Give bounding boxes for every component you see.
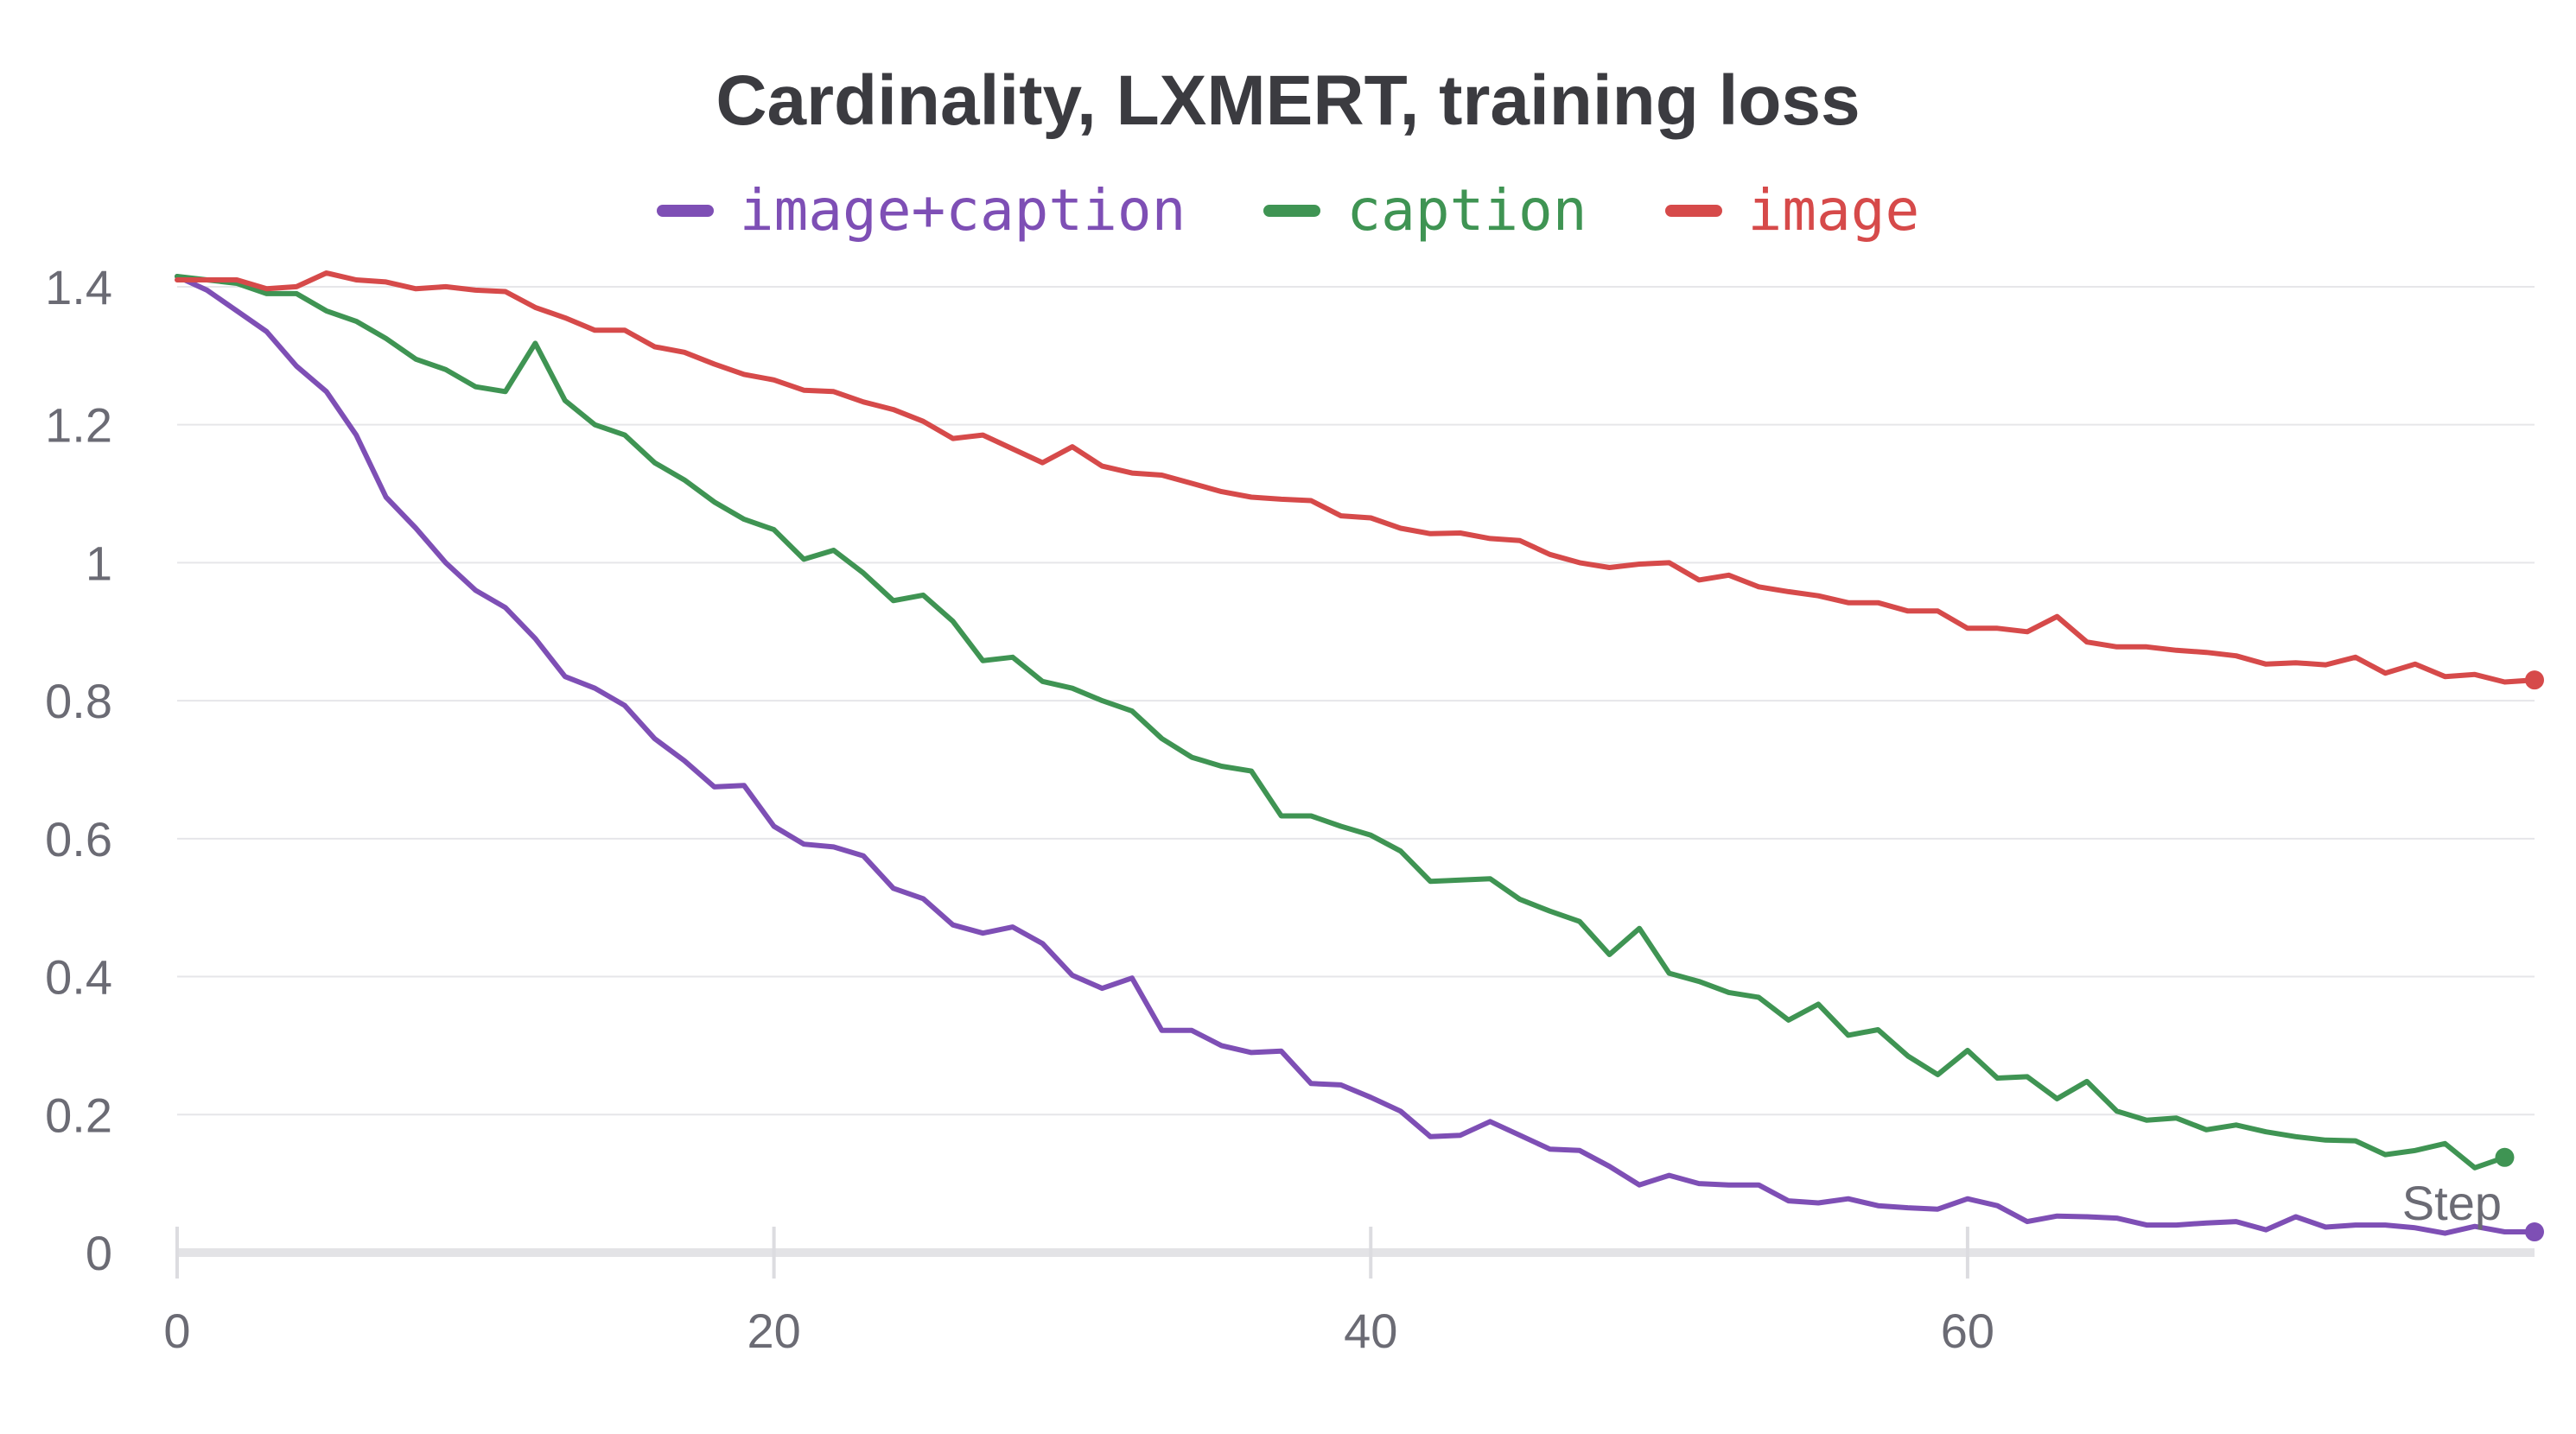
gridlines <box>177 285 2535 1116</box>
y-tick-label: 0.4 <box>45 950 112 1005</box>
y-tick-label: 1 <box>86 536 112 590</box>
x-tick-label: 40 <box>1344 1304 1397 1358</box>
y-tick-label: 1.2 <box>45 398 112 453</box>
legend-label-image: image <box>1747 177 1920 244</box>
chart-title: Cardinality, LXMERT, training loss <box>716 61 1860 140</box>
legend-item-image[interactable]: image <box>1664 177 1920 244</box>
series-line-image <box>175 270 2537 685</box>
series-line-image-caption <box>175 274 2537 1236</box>
legend-swatch-caption <box>1263 204 1321 217</box>
series-line-caption <box>175 274 2508 1171</box>
y-tick-label: 0.8 <box>45 674 112 728</box>
x-axis-label: Step <box>2402 1176 2502 1230</box>
axes <box>175 1227 2535 1279</box>
legend-swatch-image-caption <box>656 204 714 217</box>
x-tick-label: 60 <box>1941 1304 1994 1358</box>
legend-item-caption[interactable]: caption <box>1263 177 1587 244</box>
legend-item-image-caption[interactable]: image+caption <box>656 177 1186 244</box>
y-tick-label: 0.2 <box>45 1088 112 1142</box>
tick-labels: 0 0.2 0.4 0.6 0.8 1 1.2 1.4 0 20 40 60 Step <box>45 260 2502 1358</box>
y-tick-label: 0 <box>86 1226 112 1280</box>
legend-swatch-image <box>1664 204 1722 217</box>
series-lines <box>175 270 2544 1242</box>
legend-label-image-caption: image+caption <box>739 177 1186 244</box>
y-tick-label: 1.4 <box>45 260 112 314</box>
y-tick-label: 0.6 <box>45 812 112 866</box>
legend: image+caption caption image <box>0 177 2576 244</box>
series-end-point <box>2495 1147 2515 1167</box>
legend-label-caption: caption <box>1346 177 1587 244</box>
series-end-point <box>2525 1222 2544 1242</box>
x-tick-label: 20 <box>747 1304 800 1358</box>
x-tick-label: 0 <box>163 1304 190 1358</box>
series-end-point <box>2525 670 2544 690</box>
